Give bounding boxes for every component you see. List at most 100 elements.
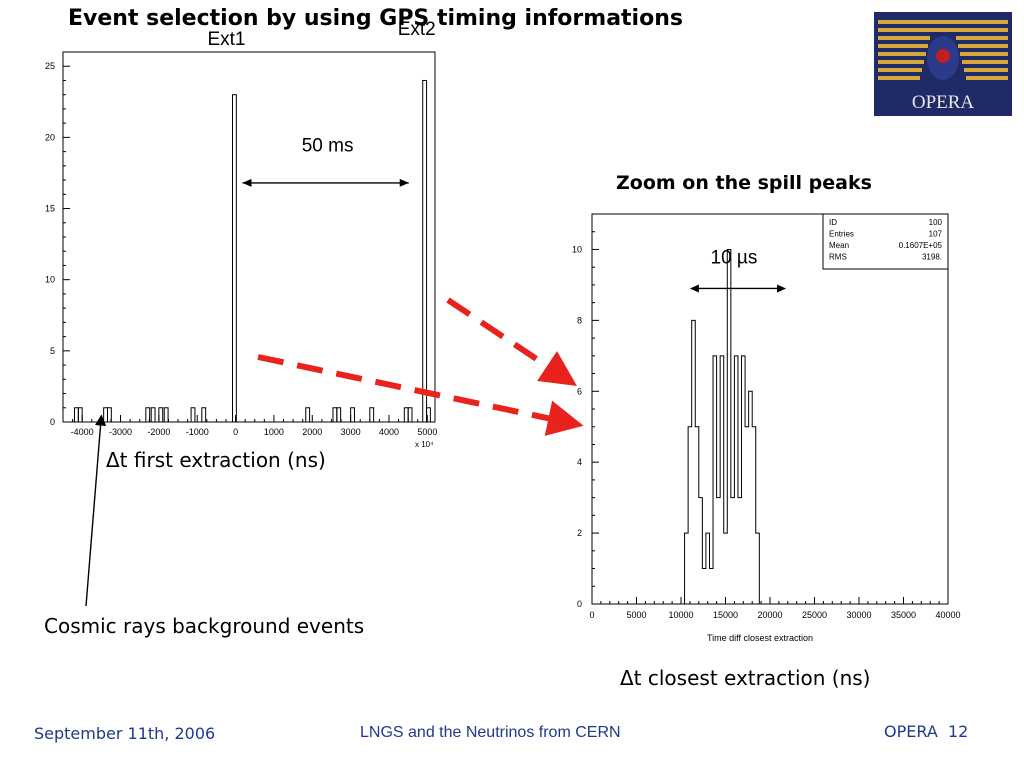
y-tick-label: 2 — [577, 528, 582, 538]
closest-extraction-xlabel: Δt closest extraction (ns) — [620, 666, 871, 690]
logo-text: OPERA — [912, 92, 975, 113]
histogram-bar — [201, 407, 207, 423]
footer-page-info: OPERA 12 — [884, 722, 968, 741]
x-tick-label: 0 — [589, 610, 594, 620]
y-tick-label: 10 — [572, 244, 582, 254]
histogram-bar — [720, 356, 724, 604]
histogram-bar — [699, 498, 703, 604]
x-tick-label: 15000 — [713, 610, 738, 620]
y-tick-label: 20 — [45, 132, 55, 142]
histogram-bar — [407, 407, 413, 423]
histogram-bar — [158, 407, 164, 423]
histogram-bar — [305, 407, 311, 423]
histogram-bar — [709, 569, 713, 604]
stats-key: Mean — [829, 241, 849, 250]
histogram-bar — [422, 79, 428, 423]
histogram-bar — [702, 569, 706, 604]
stats-value: 107 — [929, 230, 943, 239]
x-tick-label: 30000 — [846, 610, 871, 620]
y-tick-label: 5 — [50, 346, 55, 356]
zoom-arrow-upper — [446, 297, 577, 386]
histogram-bar — [150, 407, 156, 423]
stats-value: 100 — [929, 218, 943, 227]
histogram-bar — [745, 427, 749, 604]
x-tick-label: 5000 — [626, 610, 646, 620]
histogram-bar — [695, 427, 699, 604]
histogram-bar — [369, 407, 375, 423]
x-tick-label: 10000 — [668, 610, 693, 620]
footer-presentation-title: LNGS and the Neutrinos from CERN — [360, 724, 621, 741]
histogram-bar — [103, 407, 108, 423]
histogram-bar — [403, 407, 409, 423]
histogram-bar — [232, 94, 237, 423]
footer-page-number: 12 — [947, 722, 969, 741]
histogram-step-outline — [684, 248, 760, 604]
opera-theatre-logo: OPERA — [874, 12, 1012, 116]
x-tick-label: 20000 — [757, 610, 782, 620]
cosmic-rays-label: Cosmic rays background events — [44, 614, 365, 638]
slide-title: Event selection by using GPS timing info… — [68, 6, 683, 31]
x-tick-label: 35000 — [891, 610, 916, 620]
histogram-bar — [717, 498, 721, 604]
histogram-bar — [350, 407, 355, 423]
zoom-width-arrowhead-left — [689, 284, 699, 293]
histogram-bar — [742, 356, 746, 604]
histogram-bar — [190, 407, 196, 423]
histogram-bar — [752, 427, 756, 604]
zoom-width-label: 10 µs — [711, 248, 758, 269]
x-axis-label: Time diff closest extraction — [707, 633, 813, 643]
y-tick-label: 4 — [577, 457, 582, 467]
histogram-bar — [332, 407, 338, 423]
stats-key: RMS — [829, 253, 847, 262]
histogram-bar — [106, 407, 112, 423]
y-tick-label: 25 — [45, 61, 55, 71]
stats-key: ID — [829, 218, 837, 227]
y-tick-label: 6 — [577, 386, 582, 396]
spacing-arrowhead-right — [399, 178, 409, 187]
histogram-bar — [145, 407, 151, 423]
x-tick-label: 1000 — [264, 427, 284, 437]
histogram-bar — [713, 356, 717, 604]
x-tick-label: 25000 — [802, 610, 827, 620]
histogram-bar — [163, 407, 169, 423]
x-tick-label: -1000 — [186, 427, 209, 437]
first-extraction-histogram: 0 5 10 15 20 25 -4000 -3000 -2000 -1000 0 1000 2000 3… — [45, 19, 437, 449]
stats-key: Entries — [829, 230, 854, 239]
spacing-arrowhead-left — [242, 178, 252, 187]
x-tick-label: 4000 — [379, 427, 399, 437]
stats-value: 3198. — [922, 253, 942, 262]
plot-frame — [591, 213, 949, 605]
y-tick-label: 8 — [577, 315, 582, 325]
histogram-bar — [731, 498, 735, 604]
stats-value: 0.1607E+05 — [899, 241, 943, 250]
x-tick-label: -3000 — [109, 427, 132, 437]
histogram-bar — [724, 533, 728, 604]
spacing-label: 50 ms — [302, 136, 354, 157]
histogram-bar — [727, 249, 731, 604]
histogram-bar — [692, 320, 696, 604]
histogram-bar — [738, 498, 742, 604]
histogram-bar — [706, 533, 710, 604]
histogram-bar — [688, 427, 692, 604]
x-tick-label: 40000 — [935, 610, 960, 620]
y-tick-label: 15 — [45, 204, 55, 214]
y-tick-label: 10 — [45, 275, 55, 285]
histogram-bar — [756, 533, 760, 604]
footer-date: September 11th, 2006 — [34, 724, 216, 743]
x-tick-label: -2000 — [147, 427, 170, 437]
stats-box — [822, 213, 949, 270]
plot-frame — [62, 51, 436, 423]
x-tick-label: -4000 — [71, 427, 94, 437]
x-tick-label: 3000 — [341, 427, 361, 437]
y-tick-label: 0 — [50, 417, 55, 427]
footer-org: OPERA — [884, 722, 938, 741]
y-tick-label: 0 — [577, 599, 582, 609]
histogram-bar — [74, 407, 79, 423]
zoom-title: Zoom on the spill peaks — [616, 172, 872, 194]
histogram-bar — [336, 407, 342, 423]
histogram-bar — [734, 356, 738, 604]
first-extraction-xlabel: Δt first extraction (ns) — [106, 448, 326, 472]
x-multiplier-label: x 10⁴ — [415, 440, 434, 449]
x-tick-label: 2000 — [302, 427, 322, 437]
